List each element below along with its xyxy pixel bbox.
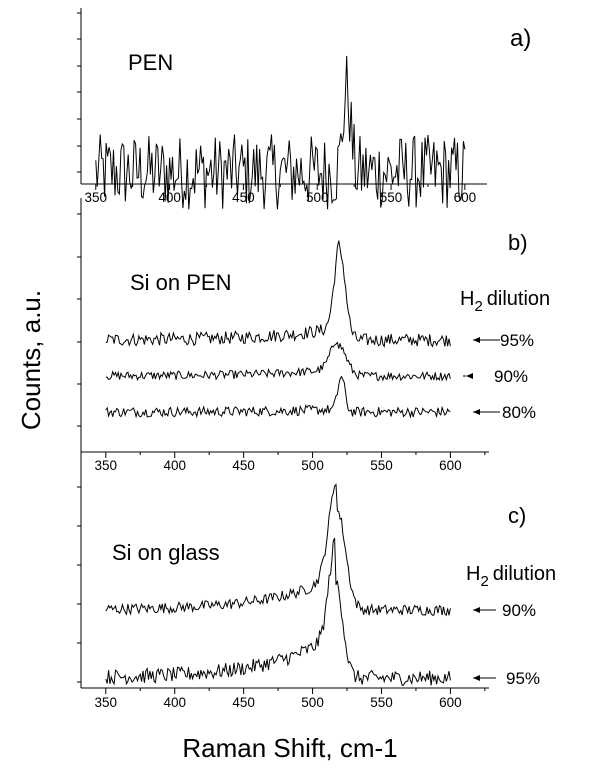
arrowhead (473, 337, 480, 343)
arrowhead (473, 675, 480, 681)
series-line-90pct (105, 341, 451, 382)
x-tick-label: 500 (301, 695, 324, 710)
panel-b: 350 400 450 500 550 600 95% 90% 80% Si on PEN b… (77, 198, 550, 473)
panel-c-dilution-heading: H2 dilution (466, 563, 556, 590)
panel-b-title: Si on PEN (130, 270, 232, 295)
arrowhead (473, 409, 480, 415)
panel-a-y-ticks (77, 12, 81, 173)
x-tick-label: 600 (439, 695, 462, 710)
panel-a-title: PEN (128, 50, 173, 75)
series-line-90pct (105, 483, 451, 617)
panel-b-label: b) (508, 230, 528, 255)
series-label: 95% (506, 669, 540, 688)
arrowhead (473, 607, 480, 613)
x-tick-label: 600 (454, 190, 477, 205)
x-tick-label: 500 (306, 190, 329, 205)
series-label: 80% (502, 403, 536, 422)
panel-a-x-ticks: 350 400 450 500 550 600 (84, 184, 476, 205)
series-line-95pct (105, 537, 451, 686)
x-tick-label: 400 (163, 695, 186, 710)
x-axis-label: Raman Shift, cm-1 (182, 733, 397, 763)
x-tick-label: 500 (301, 458, 324, 473)
x-tick-label: 600 (439, 458, 462, 473)
x-tick-label: 350 (84, 190, 107, 205)
x-tick-label: 400 (158, 190, 181, 205)
panel-b-series-labels: 95% 90% 80% (463, 331, 536, 422)
series-label: 90% (494, 367, 528, 386)
panel-b-x-ticks: 350 400 450 500 550 600 (95, 452, 486, 473)
y-axis-label: Counts, a.u. (16, 290, 46, 430)
series-line-80pct (105, 375, 451, 419)
panel-c-traces (105, 483, 451, 686)
series-label: 90% (502, 601, 536, 620)
x-tick-label: 350 (95, 695, 118, 710)
panel-b-traces (105, 240, 451, 419)
panel-a-traces (95, 55, 466, 210)
x-tick-label: 450 (232, 190, 255, 205)
panel-c-x-ticks: 350 400 450 500 550 600 (95, 688, 486, 710)
x-tick-label: 350 (95, 458, 118, 473)
panel-b-dilution-heading: H2 dilution (460, 288, 550, 315)
x-tick-label: 550 (380, 190, 403, 205)
series-label: 95% (500, 331, 534, 350)
panel-a: 350 400 450 500 550 600 PEN a) (77, 8, 531, 210)
x-tick-label: 400 (163, 458, 186, 473)
x-tick-label: 450 (232, 458, 255, 473)
x-tick-label: 550 (370, 458, 393, 473)
x-tick-label: 550 (370, 695, 393, 710)
panel-c: 350 400 450 500 550 600 90% 95% Si on glass c)… (77, 452, 556, 710)
series-line-95pct (105, 240, 451, 348)
panel-a-label: a) (510, 25, 531, 52)
panel-c-series-labels: 90% 95% (473, 601, 540, 688)
panel-c-y-ticks (77, 486, 81, 683)
panel-c-title: Si on glass (112, 540, 220, 565)
panel-b-y-ticks (77, 213, 81, 427)
series-line (95, 55, 466, 210)
x-tick-label: 450 (232, 695, 255, 710)
panel-c-label: c) (508, 503, 526, 528)
arrowhead (466, 373, 473, 379)
